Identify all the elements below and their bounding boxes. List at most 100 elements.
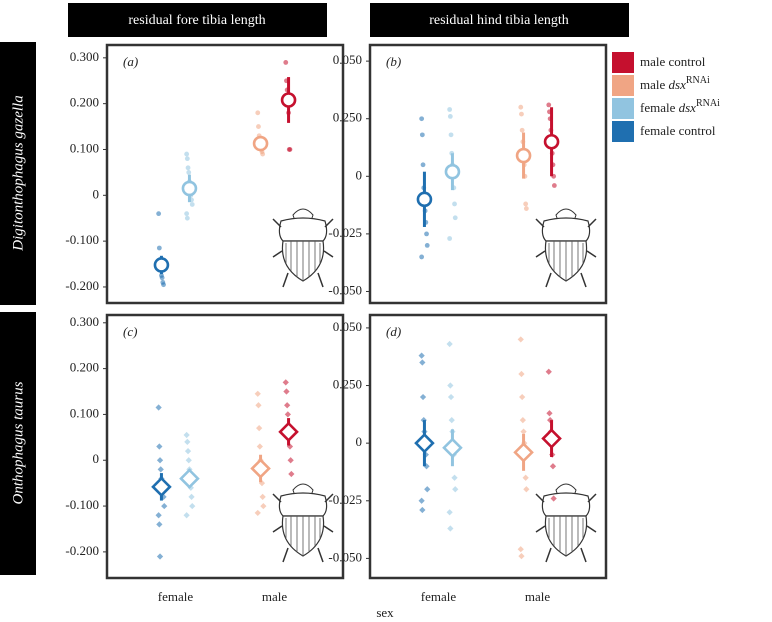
data-point	[549, 463, 557, 470]
data-point	[523, 201, 529, 207]
beetle-icon	[272, 483, 334, 563]
mean-marker	[181, 180, 198, 197]
data-point	[447, 393, 455, 401]
data-point	[519, 393, 526, 401]
panel-frame	[368, 43, 608, 305]
data-point	[260, 151, 266, 157]
data-point	[157, 466, 164, 473]
data-point	[447, 107, 453, 112]
data-point	[287, 457, 294, 464]
data-point	[447, 236, 453, 241]
mean-marker	[515, 147, 532, 164]
mean-marker	[543, 133, 560, 150]
y-tick-label: 0	[93, 186, 100, 201]
data-point	[184, 447, 192, 455]
data-point	[448, 132, 454, 138]
data-point	[419, 254, 425, 260]
x-axis-label: sex	[376, 605, 394, 620]
y-tick-label: -0.100	[65, 232, 99, 247]
data-point	[256, 425, 263, 432]
panel-label: (b)	[386, 54, 401, 69]
row-title: Digitonthophagus gazella	[10, 95, 26, 251]
y-tick-label: 0.050	[333, 319, 362, 334]
mean-marker	[250, 458, 271, 479]
data-point	[424, 243, 430, 248]
x-tick-label: female	[421, 589, 457, 604]
legend-text: male	[640, 77, 669, 92]
data-point	[189, 502, 196, 510]
data-point	[546, 410, 553, 417]
data-point	[451, 474, 458, 481]
legend-label: male dsxRNAi	[640, 75, 710, 92]
data-point	[447, 114, 453, 119]
legend-italic: dsx	[679, 100, 697, 115]
beetle-icon	[535, 208, 597, 288]
data-point	[184, 215, 190, 221]
legend-label: male control	[640, 54, 706, 69]
legend-swatch	[612, 75, 634, 96]
y-tick-label: -0.050	[328, 549, 362, 564]
data-point	[254, 390, 261, 397]
legend-text: female	[640, 100, 679, 115]
mean-marker	[252, 135, 269, 152]
data-point	[519, 416, 526, 424]
data-point	[523, 206, 529, 211]
data-point	[260, 502, 267, 510]
data-point	[452, 201, 457, 207]
data-point	[546, 102, 552, 108]
y-tick-label: -0.025	[328, 225, 362, 240]
data-point	[188, 493, 195, 501]
data-point	[282, 379, 289, 386]
data-point	[255, 110, 261, 116]
data-point	[183, 431, 190, 439]
data-point	[159, 275, 165, 281]
y-tick-label: 0.100	[70, 405, 99, 420]
data-point	[287, 147, 293, 152]
data-point	[254, 509, 261, 517]
x-tick-label: female	[158, 589, 194, 604]
mean-marker	[278, 421, 299, 443]
mean-marker	[153, 257, 170, 273]
data-point	[522, 474, 529, 481]
legend-sup: RNAi	[686, 75, 710, 86]
row-header-bg	[0, 312, 36, 575]
data-point	[284, 411, 291, 418]
data-point	[184, 156, 190, 162]
data-point	[185, 165, 191, 171]
x-tick-label: male	[525, 589, 550, 604]
data-point	[156, 457, 164, 464]
y-tick-label: 0.100	[70, 140, 99, 155]
legend-swatch	[612, 121, 634, 142]
data-point	[156, 521, 163, 528]
data-point	[183, 512, 190, 519]
data-point	[420, 162, 426, 168]
data-point	[155, 512, 162, 519]
data-point	[419, 393, 427, 401]
mean-marker	[280, 92, 297, 108]
data-point	[184, 211, 190, 217]
legend-italic: dsx	[669, 77, 687, 92]
legend-swatch	[612, 98, 634, 119]
y-tick-label: 0.250	[333, 377, 362, 392]
data-point	[156, 245, 162, 251]
mean-marker	[414, 432, 435, 454]
row-header-bg	[0, 42, 36, 305]
data-point	[161, 502, 168, 510]
data-point	[518, 370, 525, 378]
data-point	[452, 486, 459, 493]
data-point	[448, 416, 455, 424]
data-point	[284, 402, 291, 409]
data-point	[283, 60, 289, 65]
data-point	[184, 151, 190, 157]
data-point	[161, 282, 166, 288]
data-point	[288, 470, 295, 478]
data-point	[156, 443, 163, 450]
data-point	[452, 215, 458, 221]
mean-marker	[442, 437, 463, 459]
panel-label: (c)	[123, 324, 137, 339]
data-point	[550, 495, 557, 502]
panel-frame	[105, 313, 345, 580]
y-tick-label: -0.200	[65, 543, 99, 558]
legend-sup: RNAi	[696, 98, 720, 109]
data-point	[518, 104, 524, 110]
